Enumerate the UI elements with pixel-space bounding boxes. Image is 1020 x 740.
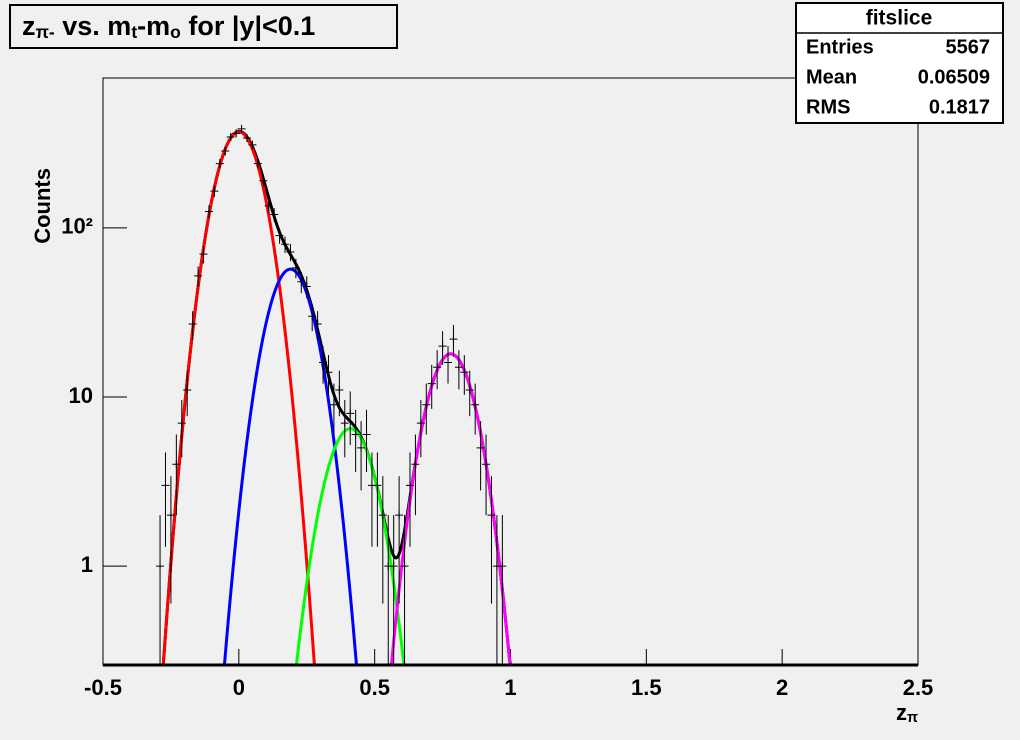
data-point (433, 363, 442, 372)
stats-frame (795, 2, 1004, 124)
data-point (270, 210, 279, 219)
data-point (378, 511, 387, 520)
data-point (210, 187, 219, 196)
data-point (177, 419, 186, 428)
stats-box: fitslice Entries 5567 Mean 0.06509 RMS 0.1817 (795, 2, 1004, 124)
data-point (183, 385, 192, 394)
data-point (416, 419, 425, 428)
data-point (291, 263, 300, 272)
text-part: z (896, 700, 907, 725)
data-point (156, 562, 165, 571)
data-point (340, 419, 349, 428)
data-point (297, 277, 306, 286)
subscript: π (907, 710, 918, 726)
fit-curve (157, 130, 321, 667)
stats-value: 5567 (946, 36, 991, 58)
y-tick-label: 1 (81, 552, 93, 577)
data-point (438, 342, 447, 351)
data-point (308, 312, 317, 321)
data-point (172, 460, 181, 469)
data-point (389, 562, 398, 571)
data-point (253, 159, 262, 168)
data-point (264, 201, 273, 210)
text-part: -m (137, 11, 170, 41)
data-point (221, 146, 230, 155)
y-tick-label: 10² (61, 214, 93, 239)
data-point (471, 400, 480, 409)
stats-label: RMS (806, 96, 850, 118)
data-point (454, 363, 463, 372)
x-tick-label: 1.5 (631, 675, 662, 700)
x-tick-label: 0.5 (359, 675, 390, 700)
data-point (237, 124, 246, 133)
data-point (335, 385, 344, 394)
data-point (166, 511, 175, 520)
subscript: o (170, 22, 181, 42)
data-point (351, 430, 360, 439)
data-point (422, 400, 431, 409)
data-point (411, 460, 420, 469)
data-point (373, 481, 382, 490)
chart-title: zπ- vs. mt-mo for |y|<0.1 (22, 11, 315, 42)
text-part: for |y|<0.1 (181, 11, 315, 41)
data-point (460, 368, 469, 377)
x-tick-label: 0 (233, 675, 245, 700)
data-point (405, 481, 414, 490)
text-part: z (22, 11, 36, 41)
stats-value: 0.1817 (929, 96, 990, 118)
data-point (281, 240, 290, 249)
subscript: t (131, 22, 137, 42)
title-box (9, 4, 398, 49)
data-point (329, 400, 338, 409)
data-point (248, 140, 257, 149)
x-axis-label: zπ (896, 700, 918, 726)
stats-title: fitslice (866, 7, 933, 30)
data-point (242, 134, 251, 143)
data-point (476, 443, 485, 452)
x-tick-label: 2 (776, 675, 788, 700)
data-point (226, 132, 235, 141)
data-point (259, 176, 268, 185)
x-tick-label: 2.5 (903, 675, 934, 700)
data-point (275, 231, 284, 240)
stats-value: 0.06509 (918, 66, 990, 88)
y-axis-label: Counts (30, 168, 55, 244)
data-point (498, 562, 507, 571)
data-point (400, 562, 409, 571)
data-point (194, 271, 203, 280)
text-part: vs. m (55, 11, 132, 41)
data-point (395, 511, 404, 520)
y-tick-label: 10 (69, 383, 93, 408)
x-tick-label: 1 (504, 675, 516, 700)
data-point (232, 129, 241, 138)
subscript: π- (36, 22, 55, 42)
data-point (362, 430, 371, 439)
data-point (482, 460, 491, 469)
data-point (357, 443, 366, 452)
data-point (286, 248, 295, 257)
data-point (188, 320, 197, 329)
stats-label: Entries (806, 36, 874, 58)
data-point (199, 250, 208, 259)
data-point (449, 335, 458, 344)
data-point (346, 409, 355, 418)
data-point (324, 368, 333, 377)
data-point (302, 282, 311, 291)
data-point (161, 481, 170, 490)
x-tick-label: -0.5 (84, 675, 122, 700)
data-point (215, 159, 224, 168)
frame (102, 77, 919, 666)
data-point (204, 207, 213, 216)
fit-curve (203, 267, 359, 667)
data-point (313, 320, 322, 329)
data-point (465, 385, 474, 394)
data-point (487, 511, 496, 520)
data-point (444, 358, 453, 367)
data-point (427, 379, 436, 388)
stats-label: Mean (806, 66, 857, 88)
data-point (319, 358, 328, 367)
